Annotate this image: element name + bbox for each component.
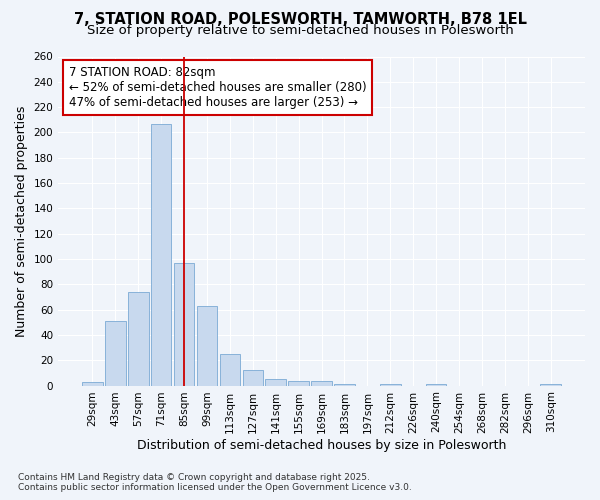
- Bar: [265, 379, 286, 386]
- Text: Contains HM Land Registry data © Crown copyright and database right 2025.
Contai: Contains HM Land Registry data © Crown c…: [18, 473, 412, 492]
- X-axis label: Distribution of semi-detached houses by size in Polesworth: Distribution of semi-detached houses by …: [137, 440, 506, 452]
- Text: Size of property relative to semi-detached houses in Polesworth: Size of property relative to semi-detach…: [86, 24, 514, 37]
- Bar: [197, 306, 217, 386]
- Bar: [334, 384, 355, 386]
- Bar: [289, 380, 309, 386]
- Bar: [82, 382, 103, 386]
- Bar: [128, 292, 149, 386]
- Text: 7 STATION ROAD: 82sqm
← 52% of semi-detached houses are smaller (280)
47% of sem: 7 STATION ROAD: 82sqm ← 52% of semi-deta…: [69, 66, 367, 110]
- Bar: [541, 384, 561, 386]
- Bar: [380, 384, 401, 386]
- Bar: [426, 384, 446, 386]
- Bar: [151, 124, 172, 386]
- Bar: [105, 321, 125, 386]
- Text: 7, STATION ROAD, POLESWORTH, TAMWORTH, B78 1EL: 7, STATION ROAD, POLESWORTH, TAMWORTH, B…: [74, 12, 527, 28]
- Bar: [242, 370, 263, 386]
- Bar: [174, 263, 194, 386]
- Y-axis label: Number of semi-detached properties: Number of semi-detached properties: [15, 106, 28, 336]
- Bar: [220, 354, 240, 386]
- Bar: [311, 380, 332, 386]
